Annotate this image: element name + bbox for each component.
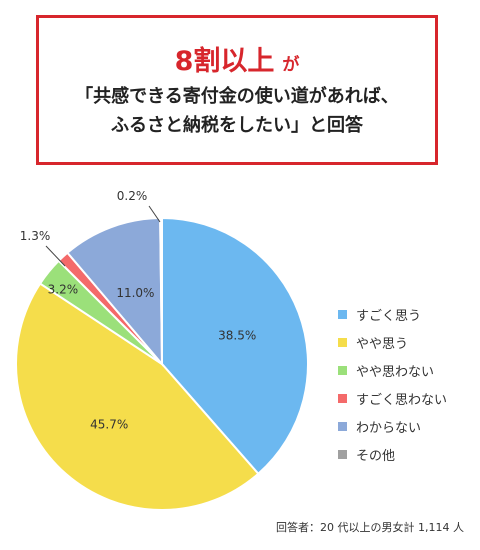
data-label-somewhat-agree: 45.7% [90, 418, 128, 432]
data-label-strongly-agree: 38.5% [218, 329, 256, 343]
pie-slice-dont-know [66, 216, 164, 367]
data-label-dont-know: 11.0% [116, 286, 154, 300]
leader-line-other [148, 205, 161, 223]
footnote: 回答者：20 代以上の男女計 1,114 人 [276, 521, 464, 534]
leader-line-strongly-disagree [45, 245, 66, 267]
legend-swatch-somewhat-disagree [338, 365, 347, 375]
legend-swatch-somewhat-agree [338, 337, 347, 347]
legend-label-dont-know: わからない [356, 420, 422, 436]
legend-label-strongly-agree: すごく思う [356, 308, 422, 324]
headline-emphasis: 8割以上 [174, 46, 275, 77]
data-label-somewhat-disagree: 3.2% [48, 283, 79, 297]
pie-slice-somewhat-agree [15, 282, 260, 511]
legend-item-somewhat-disagree: やや思わない [338, 356, 447, 384]
legend-label-strongly-disagree: すごく思わない [356, 392, 448, 408]
legend-swatch-strongly-disagree [338, 393, 347, 403]
data-label-strongly-disagree: 1.3% [20, 229, 51, 243]
pie-slice-other [159, 216, 163, 365]
legend-label-other: その他 [356, 448, 396, 464]
legend-item-strongly-disagree: すごく思わない [338, 384, 447, 412]
legend-swatch-other [338, 449, 347, 459]
legend-item-strongly-agree: すごく思う [338, 300, 447, 328]
legend-item-other: その他 [338, 440, 447, 468]
headline-particle: が [282, 55, 300, 75]
headline-row-1: 8割以上が [39, 45, 435, 82]
legend-item-dont-know: わからない [338, 412, 447, 440]
data-label-other: 0.2% [117, 189, 148, 203]
legend-label-somewhat-agree: やや思う [356, 336, 409, 352]
chart-legend: すごく思うやや思うやや思わない すごく思わない わからないその他 [338, 300, 447, 468]
legend-item-somewhat-agree: やや思う [338, 328, 447, 356]
headline-line-3: ふるさと納税をしたい」と回答 [111, 115, 363, 136]
pie-slice-strongly-agree [161, 216, 309, 476]
headline-line-2: 「共感できる寄付金の使い道があれば、 [75, 86, 399, 107]
legend-swatch-dont-know [338, 421, 347, 431]
headline-box: 8割以上が 「共感できる寄付金の使い道があれば、 ふるさと納税をしたい」と回答 [36, 15, 438, 165]
legend-label-somewhat-disagree: やや思わない [356, 364, 435, 380]
legend-swatch-strongly-agree [338, 309, 347, 319]
